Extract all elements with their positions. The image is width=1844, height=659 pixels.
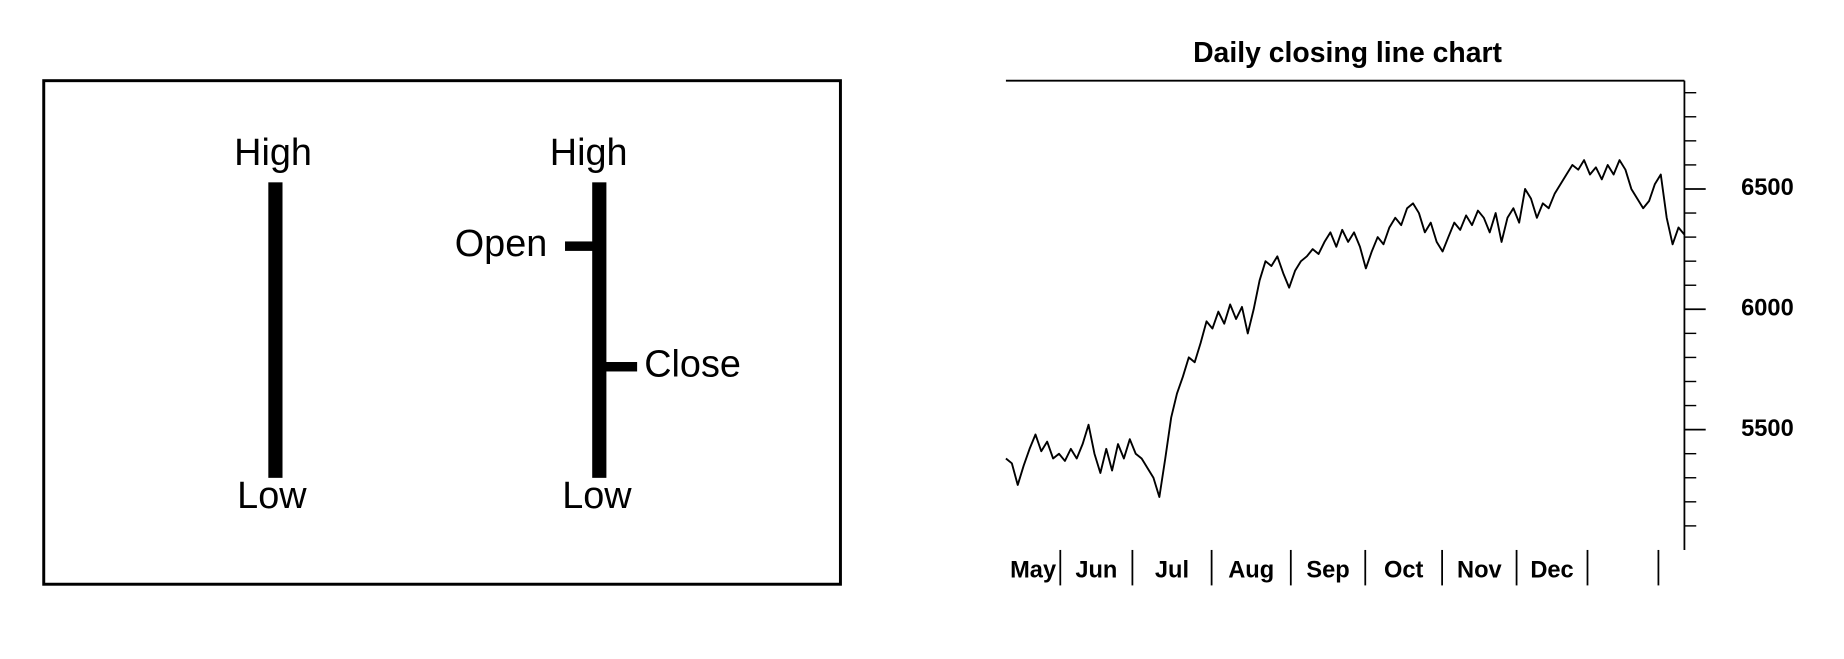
x-tick-label: May <box>1010 557 1057 583</box>
x-tick-label: Aug <box>1228 557 1274 583</box>
label-low: Low <box>237 475 307 517</box>
label-high: High <box>550 132 628 174</box>
range-bar <box>268 182 283 478</box>
close-line <box>1005 159 1686 498</box>
x-tick-label: Jun <box>1075 557 1117 583</box>
y-tick-label: 6000 <box>1741 296 1794 322</box>
x-tick-label: Dec <box>1530 557 1573 583</box>
x-tick-label: Jul <box>1155 557 1189 583</box>
label-high: High <box>234 132 312 174</box>
x-tick-label: Oct <box>1384 557 1424 583</box>
y-tick-label: 6500 <box>1741 175 1794 201</box>
open-tick <box>565 241 594 251</box>
x-tick-label: Sep <box>1306 557 1349 583</box>
close-tick <box>605 362 638 372</box>
chart-title: Daily closing line chart <box>1193 37 1502 69</box>
ohlc-bar <box>592 182 607 478</box>
label-close: Close <box>644 344 741 386</box>
x-tick-label: Nov <box>1457 557 1502 583</box>
label-low: Low <box>562 475 632 517</box>
y-tick-label: 5500 <box>1741 416 1794 442</box>
label-open: Open <box>455 223 548 265</box>
diagram-frame <box>42 79 842 586</box>
